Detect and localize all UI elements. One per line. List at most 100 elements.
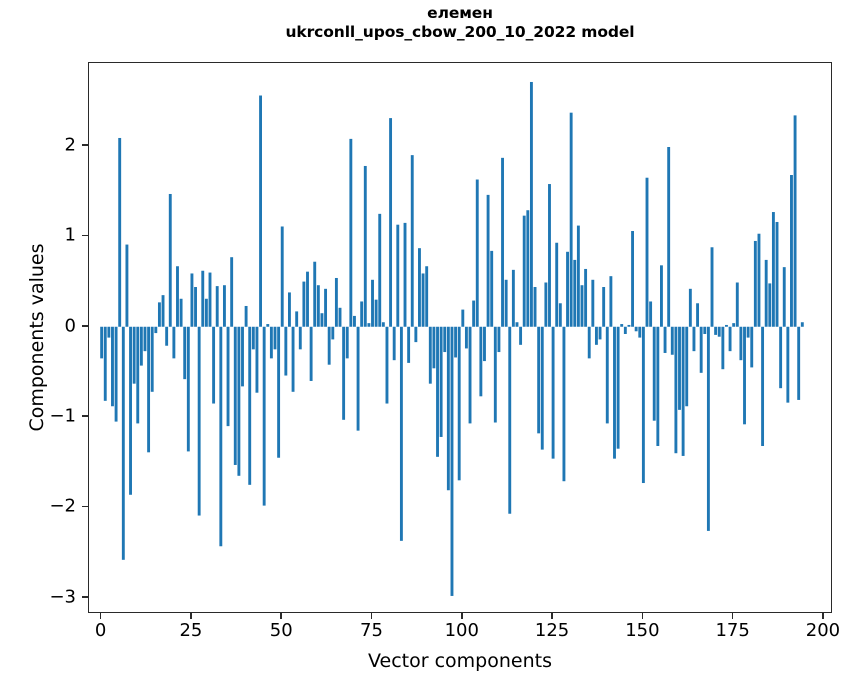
bar: [100, 326, 104, 359]
bar: [732, 323, 736, 327]
bar: [609, 276, 613, 327]
bar: [522, 215, 526, 327]
bar: [269, 326, 273, 359]
bar: [623, 326, 627, 334]
bar: [652, 326, 656, 421]
x-tick-label: 25: [179, 620, 203, 641]
bar: [587, 326, 591, 359]
bar: [208, 272, 212, 327]
bar: [641, 326, 645, 484]
bar: [631, 231, 634, 327]
bar: [674, 326, 678, 454]
bar: [678, 326, 681, 410]
x-tick-mark: [551, 613, 553, 619]
x-tick-label: 100: [444, 620, 479, 641]
bar: [613, 326, 616, 459]
bar: [569, 112, 573, 327]
bar: [508, 326, 512, 514]
bar: [566, 251, 569, 327]
bar: [782, 267, 786, 327]
bar: [129, 326, 132, 495]
bar: [103, 326, 107, 401]
x-tick-label: 150: [625, 620, 660, 641]
bar: [385, 326, 389, 404]
bar: [699, 326, 703, 373]
bar: [739, 326, 743, 361]
bar: [251, 326, 255, 350]
bar: [544, 282, 548, 327]
bar: [353, 315, 356, 327]
bar: [363, 165, 367, 327]
bar: [244, 305, 248, 327]
x-tick-mark: [731, 613, 734, 619]
bar: [573, 259, 577, 327]
bar: [717, 326, 721, 337]
bar: [428, 326, 432, 384]
bar: [118, 137, 122, 327]
bar: [721, 326, 725, 370]
bar: [670, 326, 674, 355]
bar-series: [100, 81, 804, 596]
bar: [728, 326, 732, 352]
bar: [302, 281, 306, 327]
bar: [418, 248, 421, 327]
bar: [165, 326, 169, 346]
bar: [529, 81, 533, 327]
bar: [399, 326, 403, 541]
bar: [656, 326, 660, 446]
bar: [136, 326, 140, 424]
y-tick-mark: [82, 415, 88, 417]
bar: [558, 303, 562, 327]
bar: [464, 326, 468, 349]
bar: [345, 326, 349, 359]
bar: [111, 326, 114, 407]
bar: [414, 326, 418, 343]
bar: [746, 326, 750, 338]
bar: [681, 326, 685, 456]
x-tick-mark: [370, 613, 373, 619]
bar: [143, 326, 147, 352]
bar: [295, 311, 299, 327]
bar: [548, 184, 551, 327]
bar: [786, 326, 790, 403]
y-tick-label: −2: [49, 495, 76, 517]
bar: [714, 326, 718, 335]
bar: [338, 307, 342, 327]
bar: [790, 175, 793, 327]
bar: [688, 288, 692, 327]
bar: [696, 303, 700, 327]
bar: [475, 179, 479, 327]
bar: [114, 326, 118, 422]
bars-container: [89, 63, 831, 612]
bar: [371, 279, 374, 327]
bar: [219, 326, 223, 547]
bar: [800, 322, 804, 327]
bar: [526, 210, 530, 327]
y-tick-label: 1: [64, 224, 76, 246]
bar: [692, 326, 696, 352]
bar: [248, 326, 252, 485]
bar: [432, 326, 436, 369]
y-tick-mark: [82, 505, 88, 508]
bar: [183, 326, 187, 380]
bar: [233, 326, 237, 465]
bar: [439, 326, 443, 437]
bar: [150, 326, 154, 392]
bar: [515, 322, 519, 327]
bar: [389, 118, 393, 327]
bar: [468, 326, 472, 424]
bar: [779, 326, 783, 389]
bar: [753, 240, 757, 327]
bar: [327, 326, 331, 365]
bar: [215, 286, 219, 327]
y-tick-mark: [82, 595, 88, 598]
bar: [627, 324, 631, 327]
bar: [775, 221, 779, 327]
bar: [392, 326, 396, 361]
x-tick-mark: [822, 613, 824, 619]
bar: [638, 326, 642, 338]
bar: [457, 326, 461, 481]
bar: [179, 298, 183, 327]
bar: [660, 265, 663, 327]
bar: [605, 326, 609, 424]
